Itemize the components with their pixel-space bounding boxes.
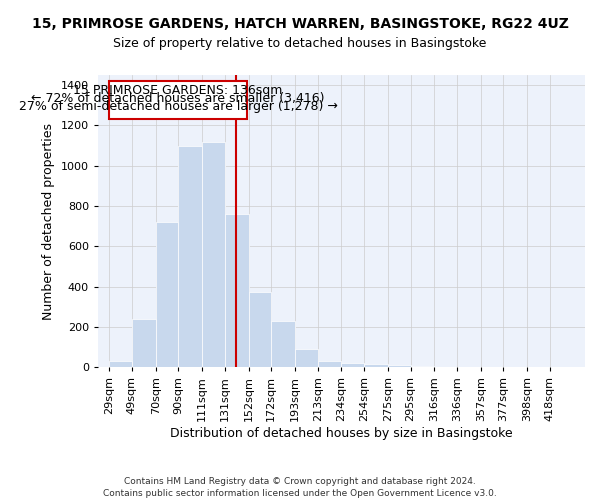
- X-axis label: Distribution of detached houses by size in Basingstoke: Distribution of detached houses by size …: [170, 427, 513, 440]
- Bar: [295, 350, 317, 368]
- Text: Contains public sector information licensed under the Open Government Licence v3: Contains public sector information licen…: [103, 489, 497, 498]
- Text: Size of property relative to detached houses in Basingstoke: Size of property relative to detached ho…: [113, 38, 487, 51]
- Text: 15 PRIMROSE GARDENS: 136sqm: 15 PRIMROSE GARDENS: 136sqm: [73, 84, 283, 97]
- Bar: [410, 366, 434, 368]
- Text: 27% of semi-detached houses are larger (1,278) →: 27% of semi-detached houses are larger (…: [19, 100, 338, 113]
- Bar: [341, 364, 364, 368]
- Bar: [109, 362, 132, 368]
- Bar: [132, 319, 155, 368]
- Bar: [225, 214, 248, 368]
- Text: 15, PRIMROSE GARDENS, HATCH WARREN, BASINGSTOKE, RG22 4UZ: 15, PRIMROSE GARDENS, HATCH WARREN, BASI…: [32, 18, 568, 32]
- Bar: [317, 362, 341, 368]
- Y-axis label: Number of detached properties: Number of detached properties: [42, 122, 55, 320]
- Bar: [271, 321, 295, 368]
- Bar: [364, 364, 388, 368]
- Bar: [434, 367, 457, 368]
- Bar: [248, 292, 271, 368]
- Bar: [202, 142, 225, 368]
- Bar: [388, 366, 410, 368]
- Text: ← 72% of detached houses are smaller (3,416): ← 72% of detached houses are smaller (3,…: [31, 92, 325, 105]
- Bar: [178, 146, 202, 368]
- Text: Contains HM Land Registry data © Crown copyright and database right 2024.: Contains HM Land Registry data © Crown c…: [124, 478, 476, 486]
- Bar: [155, 222, 178, 368]
- FancyBboxPatch shape: [109, 81, 247, 120]
